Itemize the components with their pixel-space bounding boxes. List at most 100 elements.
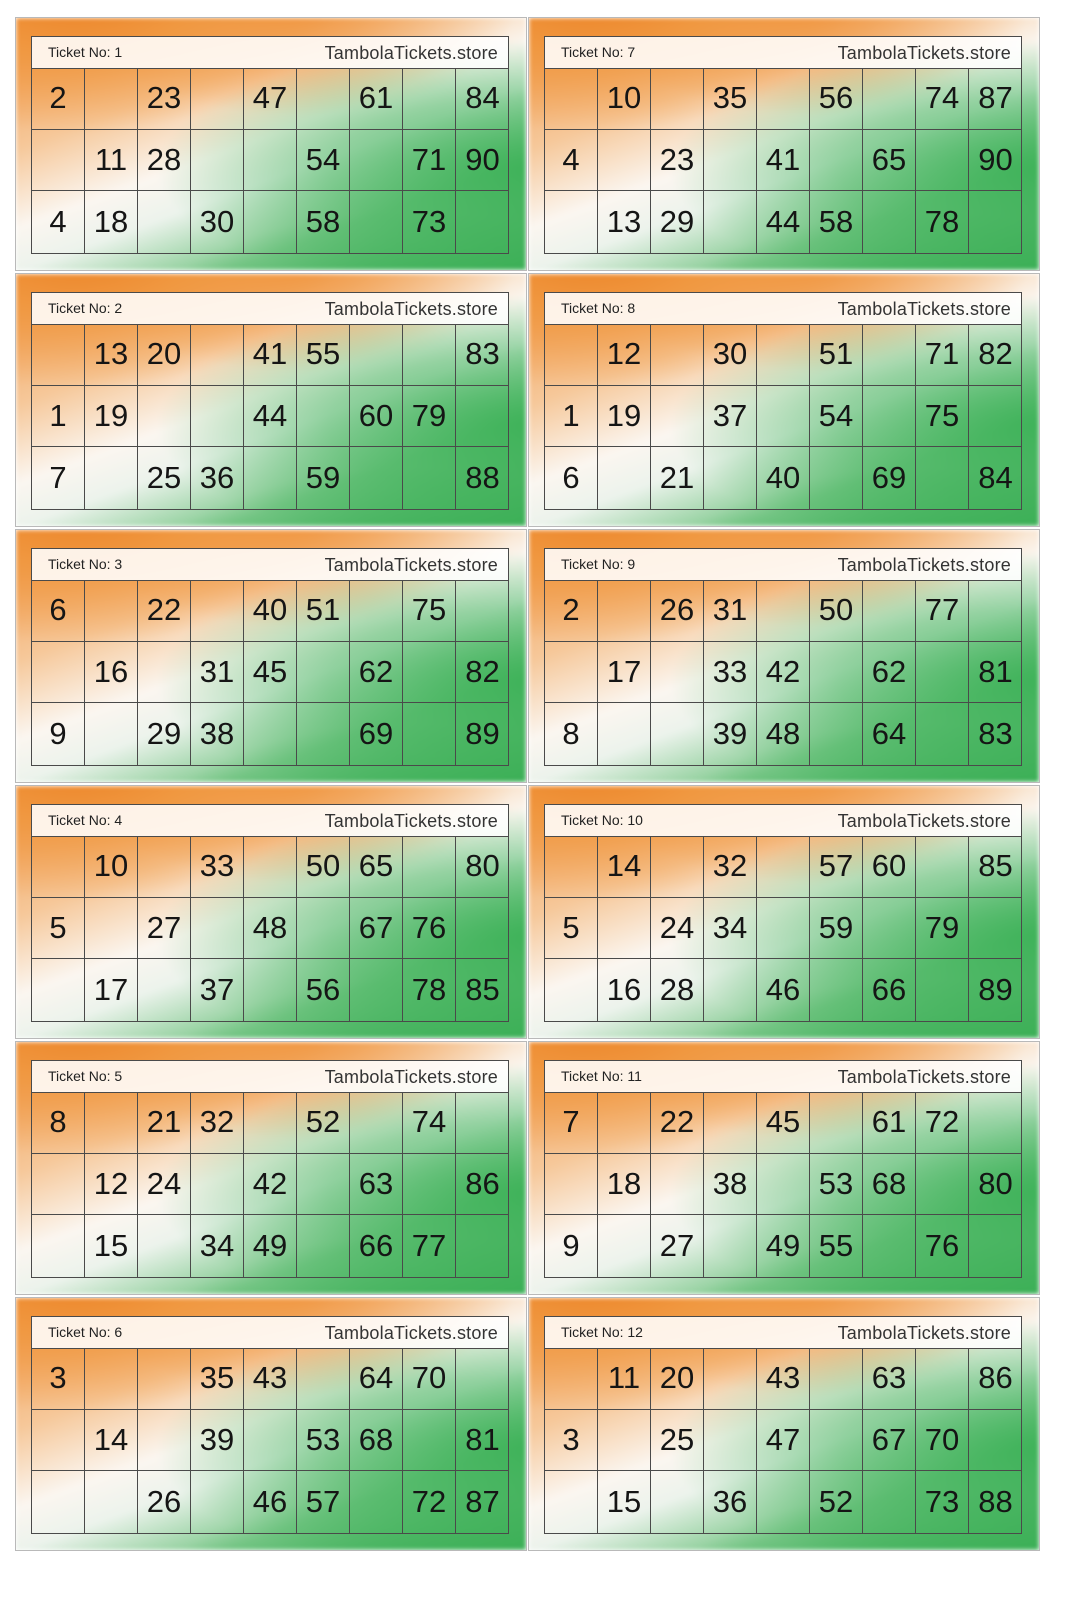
ticket-header: Ticket No: 8 TambolaTickets.store xyxy=(545,293,1021,325)
ticket-cell xyxy=(32,1409,85,1471)
ticket-cell: 83 xyxy=(978,715,1013,751)
tambola-ticket: Ticket No: 9 TambolaTickets.store 2 26 31 50 7… xyxy=(528,529,1040,783)
ticket-cell: 74 xyxy=(916,68,969,130)
ticket-cell: 77 xyxy=(403,1215,456,1277)
ticket-frame: Ticket No: 3 TambolaTickets.store 6 22 40 51 7… xyxy=(31,548,509,766)
ticket-cell: 7 xyxy=(545,1092,598,1154)
ticket-number: Ticket No: 4 xyxy=(48,812,123,828)
ticket-cell xyxy=(32,836,85,898)
ticket-cell: 54 xyxy=(297,129,350,191)
ticket-cell xyxy=(350,959,403,1021)
ticket-number: Ticket No: 9 xyxy=(561,556,636,572)
ticket-cell: 84 xyxy=(456,68,509,130)
ticket-cell xyxy=(403,68,456,130)
ticket-cell xyxy=(297,897,350,959)
ticket-cell: 7 xyxy=(32,447,85,509)
ticket-cell xyxy=(456,386,509,447)
tambola-ticket: Ticket No: 5 TambolaTickets.store 8 21 32 52 7… xyxy=(15,1041,527,1295)
ticket-cell xyxy=(545,324,598,386)
ticket-frame: Ticket No: 6 TambolaTickets.store 3 35 43 64 7… xyxy=(31,1316,509,1534)
ticket-cell: 27 xyxy=(138,897,191,959)
ticket-cell xyxy=(863,324,916,386)
ticket-cell: 28 xyxy=(651,959,704,1021)
ticket-cell xyxy=(244,191,297,253)
ticket-cell xyxy=(32,129,85,191)
ticket-cell: 76 xyxy=(403,897,456,959)
ticket-cell xyxy=(810,1092,863,1154)
ticket-cell xyxy=(651,68,704,130)
ticket-cell xyxy=(191,897,244,959)
ticket-cell xyxy=(456,191,509,253)
ticket-cell: 60 xyxy=(863,836,916,898)
ticket-cell xyxy=(704,1409,757,1471)
site-name: TambolaTickets.store xyxy=(324,555,498,575)
ticket-cell xyxy=(916,129,969,191)
ticket-cell xyxy=(863,897,916,959)
ticket-cell xyxy=(651,1153,704,1215)
ticket-cell xyxy=(85,703,138,765)
ticket-cell xyxy=(757,385,810,447)
ticket-cell: 79 xyxy=(403,385,456,447)
ticket-grid: 6 22 40 51 75 16 31 45 62 82 9 29 38 69 89 xyxy=(32,580,509,765)
ticket-cell: 3 xyxy=(32,1348,85,1410)
ticket-cell: 5 xyxy=(545,897,598,959)
ticket-cell: 64 xyxy=(863,703,916,765)
ticket-cell: 59 xyxy=(297,447,350,509)
site-name: TambolaTickets.store xyxy=(324,811,498,831)
ticket-cell xyxy=(810,1348,863,1410)
ticket-cell: 4 xyxy=(545,129,598,191)
ticket-header: Ticket No: 10 TambolaTickets.store xyxy=(545,805,1021,837)
ticket-cell: 52 xyxy=(810,1471,863,1533)
ticket-cell: 10 xyxy=(598,68,651,130)
ticket-cell xyxy=(916,641,969,703)
ticket-cell xyxy=(969,1092,1022,1154)
ticket-cell xyxy=(704,129,757,191)
ticket-cell xyxy=(704,1092,757,1154)
ticket-cell xyxy=(191,1153,244,1215)
tambola-ticket: Ticket No: 6 TambolaTickets.store 3 35 43 64 7… xyxy=(15,1297,527,1551)
site-name: TambolaTickets.store xyxy=(837,1067,1011,1087)
ticket-header: Ticket No: 9 TambolaTickets.store xyxy=(545,549,1021,581)
ticket-cell xyxy=(191,324,244,386)
ticket-cell: 32 xyxy=(704,836,757,898)
ticket-cell: 46 xyxy=(244,1471,297,1533)
ticket-cell: 63 xyxy=(863,1348,916,1410)
ticket-cell: 24 xyxy=(138,1153,191,1215)
ticket-cell: 4 xyxy=(32,191,85,253)
site-name: TambolaTickets.store xyxy=(324,299,498,319)
ticket-grid: 7 22 45 61 72 18 38 53 68 80 9 27 49 55 76 xyxy=(545,1092,1022,1277)
ticket-cell: 30 xyxy=(704,324,757,386)
ticket-cell: 43 xyxy=(244,1348,297,1410)
ticket-cell: 82 xyxy=(969,324,1022,386)
ticket-cell xyxy=(810,1409,863,1471)
tambola-ticket: Ticket No: 11 TambolaTickets.store 7 22 45 61… xyxy=(528,1041,1040,1295)
ticket-cell xyxy=(244,129,297,191)
ticket-number: Ticket No: 10 xyxy=(561,812,643,828)
ticket-cell xyxy=(863,68,916,130)
ticket-cell: 14 xyxy=(598,836,651,898)
ticket-cell xyxy=(191,385,244,447)
ticket-cell xyxy=(138,191,191,253)
ticket-cell: 36 xyxy=(191,447,244,509)
ticket-cell: 80 xyxy=(456,836,509,898)
site-name: TambolaTickets.store xyxy=(837,555,1011,575)
site-name: TambolaTickets.store xyxy=(837,43,1011,63)
ticket-cell xyxy=(456,1215,509,1277)
ticket-cell xyxy=(916,703,969,765)
site-name: TambolaTickets.store xyxy=(837,299,1011,319)
ticket-cell xyxy=(244,836,297,898)
ticket-cell xyxy=(810,703,863,765)
ticket-cell xyxy=(403,324,456,386)
tambola-ticket: Ticket No: 3 TambolaTickets.store 6 22 40 51 7… xyxy=(15,529,527,783)
ticket-grid: 2 23 47 61 84 11 28 54 71 90 4 18 30 58 73 xyxy=(32,68,509,253)
tambola-ticket: Ticket No: 4 TambolaTickets.store 10 33 50 65… xyxy=(15,785,527,1039)
ticket-header: Ticket No: 4 TambolaTickets.store xyxy=(32,805,508,837)
ticket-cell: 40 xyxy=(244,580,297,642)
ticket-header: Ticket No: 11 TambolaTickets.store xyxy=(545,1061,1021,1093)
ticket-cell xyxy=(85,447,138,509)
site-name: TambolaTickets.store xyxy=(324,1067,498,1087)
ticket-cell: 75 xyxy=(403,580,456,642)
ticket-cell: 32 xyxy=(191,1092,244,1154)
ticket-number: Ticket No: 7 xyxy=(561,44,636,60)
ticket-cell xyxy=(969,1215,1022,1277)
